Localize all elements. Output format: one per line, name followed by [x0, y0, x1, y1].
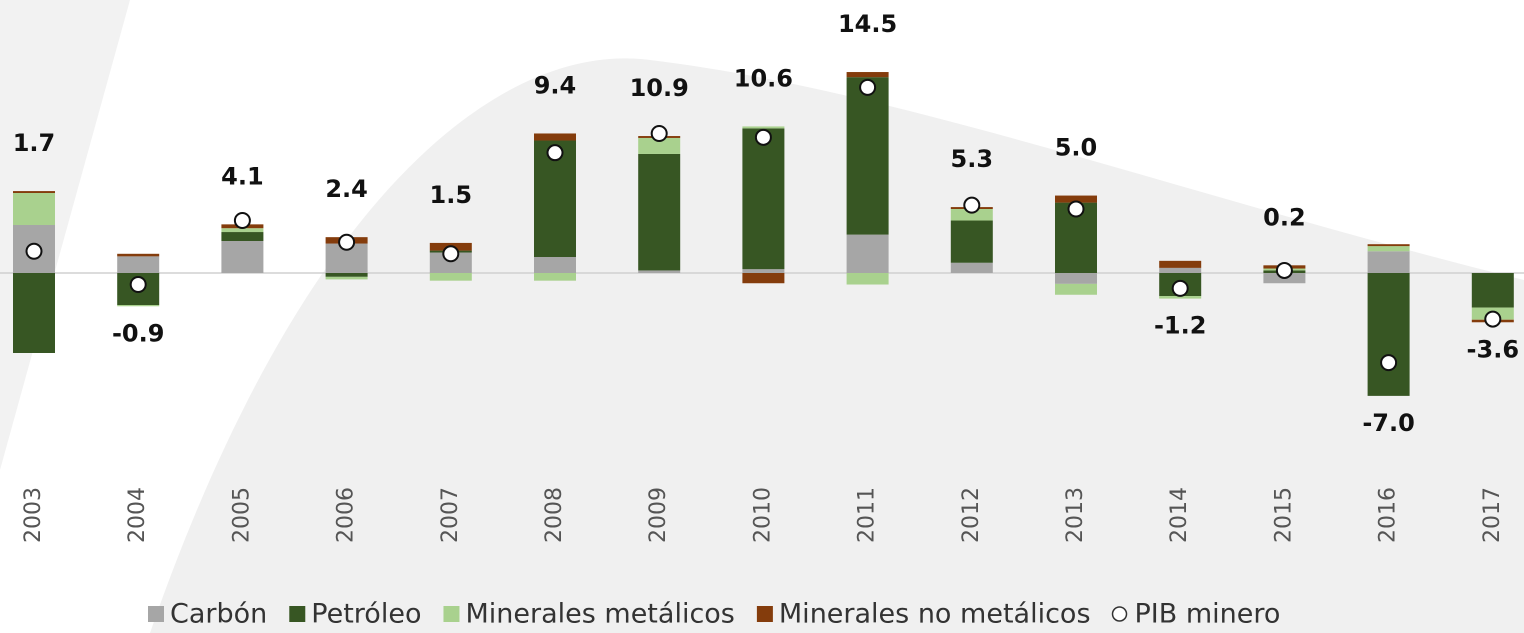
- value-label: 0.2: [1263, 203, 1306, 231]
- value-label: 5.0: [1055, 134, 1098, 162]
- point: [1380, 354, 1398, 372]
- bar-segment: [950, 209, 993, 221]
- legend-label: Minerales no metálicos: [779, 599, 1091, 630]
- bar-segment: [638, 153, 681, 271]
- x-tick-label: 2015: [1271, 487, 1296, 543]
- x-tick-label: 2012: [959, 487, 984, 543]
- legend-swatch: [756, 606, 773, 622]
- bar-segment: [1367, 273, 1410, 396]
- bar-segment: [429, 252, 472, 273]
- bar-segment: [117, 256, 160, 273]
- legend-swatch: [148, 606, 164, 622]
- bar-segment: [117, 305, 160, 307]
- bar-segment: [950, 262, 993, 273]
- x-tick-label: 2011: [855, 487, 880, 543]
- bar-segment: [221, 232, 264, 241]
- bar-segment: [638, 270, 681, 273]
- bar-segment: [1159, 260, 1202, 268]
- bar-segment: [13, 193, 55, 225]
- x-tick-label: 2006: [334, 487, 359, 543]
- point: [1275, 261, 1293, 279]
- bar-segment: [1367, 251, 1410, 273]
- x-tick-label: 2003: [21, 487, 46, 543]
- bar-segment: [325, 273, 368, 277]
- legend-label: PIB minero: [1135, 599, 1281, 630]
- value-label: 2.4: [325, 175, 368, 203]
- x-tick-label: 2014: [1167, 487, 1192, 543]
- point: [963, 196, 981, 214]
- point: [442, 245, 460, 263]
- bar-segment: [221, 241, 264, 273]
- value-label: 5.3: [951, 145, 994, 173]
- bar-segment: [1055, 273, 1097, 284]
- point: [1171, 279, 1189, 297]
- bar-segment: [846, 72, 889, 78]
- value-label: 10.9: [630, 74, 689, 102]
- bar-segment: [742, 273, 785, 284]
- legend-swatch: [289, 606, 306, 622]
- point: [338, 233, 356, 251]
- point: [233, 212, 251, 230]
- bar-segment: [1367, 244, 1410, 247]
- x-tick-label: 2008: [542, 487, 567, 543]
- value-label: 1.7: [13, 129, 56, 157]
- bar-segment: [534, 273, 576, 281]
- point: [650, 124, 668, 142]
- legend-label: Carbón: [170, 599, 267, 630]
- point: [546, 144, 564, 162]
- bar-segment: [742, 269, 785, 273]
- bar-segment: [1159, 296, 1202, 299]
- x-tick-label: 2013: [1063, 487, 1088, 543]
- x-tick-label: 2007: [438, 487, 463, 543]
- point: [25, 242, 43, 260]
- bar-segment: [534, 133, 576, 141]
- value-label: -1.2: [1154, 312, 1206, 340]
- bar-segment: [13, 273, 55, 353]
- x-tick-label: 2017: [1480, 487, 1505, 543]
- value-label: 14.5: [838, 10, 897, 38]
- bar-segment: [846, 234, 889, 273]
- point: [129, 276, 147, 294]
- bar-segment: [429, 273, 472, 281]
- bar-segment: [742, 128, 785, 270]
- bar-segment: [1055, 283, 1097, 295]
- bar-segment: [638, 137, 681, 154]
- value-label: 9.4: [534, 71, 577, 99]
- point: [1067, 200, 1085, 218]
- value-label: -0.9: [112, 319, 164, 347]
- bar-segment: [13, 191, 55, 193]
- bar-segment: [846, 273, 889, 285]
- bar-segment: [950, 220, 993, 263]
- value-label: -3.6: [1467, 335, 1519, 363]
- point: [754, 128, 772, 146]
- background-shape: [150, 58, 1524, 633]
- bar-segment: [1055, 195, 1097, 203]
- bar-segment: [117, 253, 160, 257]
- x-tick-label: 2010: [750, 487, 775, 543]
- bar-segment: [1367, 246, 1410, 252]
- x-tick-label: 2009: [646, 487, 671, 543]
- legend-swatch: [443, 606, 460, 622]
- bar-segment: [846, 77, 889, 235]
- point: [1484, 310, 1502, 328]
- bar-segment: [221, 228, 264, 233]
- value-label: 4.1: [221, 162, 264, 190]
- legend-swatch: [1111, 606, 1128, 622]
- x-tick-label: 2016: [1376, 487, 1401, 543]
- x-tick-label: 2005: [229, 487, 254, 543]
- point: [859, 78, 877, 96]
- value-label: 1.5: [430, 181, 473, 209]
- legend-label: Petróleo: [311, 599, 421, 630]
- value-label: 10.6: [734, 64, 793, 92]
- bar-segment: [325, 276, 368, 280]
- value-label: -7.0: [1362, 409, 1414, 437]
- bar-segment: [742, 126, 785, 129]
- bar-segment: [534, 257, 576, 273]
- legend-label: Minerales metálicos: [465, 599, 734, 630]
- bar-segment: [1159, 267, 1202, 273]
- bar-segment: [1471, 273, 1514, 308]
- x-tick-label: 2004: [125, 487, 150, 543]
